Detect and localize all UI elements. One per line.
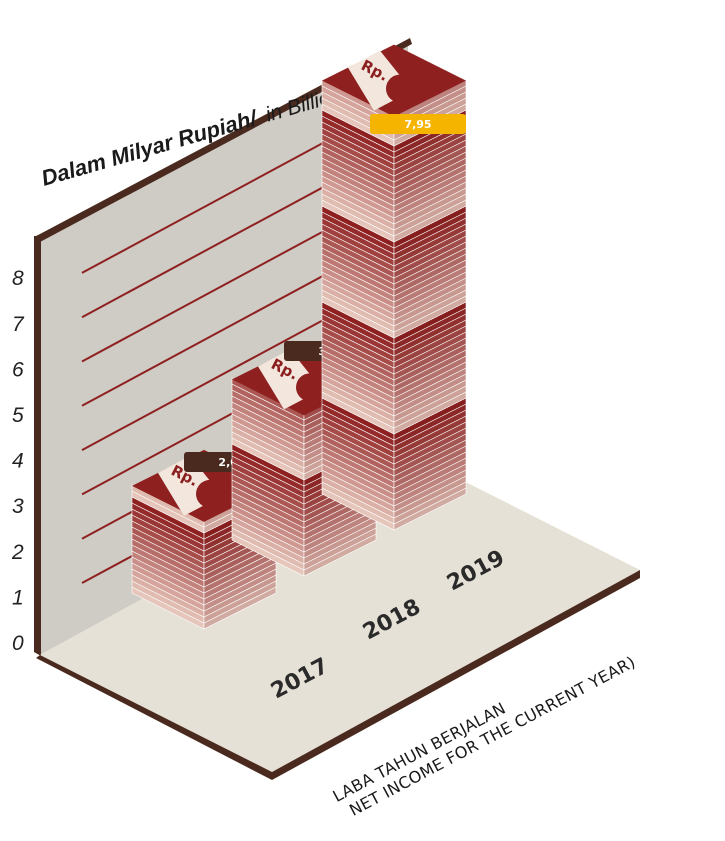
- banknote-seal: [196, 479, 224, 508]
- bars: Rp.2,06Rp.3,09Rp.7,95: [131, 44, 467, 630]
- banknote-seal: [386, 74, 414, 103]
- y-tick-label: 5: [12, 404, 24, 427]
- y-tick-label: 3: [12, 495, 24, 518]
- banknote-seal: [296, 373, 324, 402]
- bar-2019: Rp.7,95: [321, 44, 467, 531]
- y-axis-ticks: 0 1 2 3 4 5 6 7 8: [11, 267, 25, 655]
- y-tick-label: 7: [12, 313, 25, 336]
- y-tick-label: 4: [12, 450, 24, 473]
- value-label: 7,95: [404, 118, 431, 131]
- floor: [36, 453, 640, 780]
- value-label-box: [370, 114, 466, 134]
- y-tick-label: 0: [12, 632, 24, 655]
- y-tick-label: 6: [12, 358, 24, 381]
- y-tick-label: 8: [12, 267, 24, 290]
- y-tick-label: 1: [12, 586, 24, 609]
- y-tick-label: 2: [11, 541, 24, 564]
